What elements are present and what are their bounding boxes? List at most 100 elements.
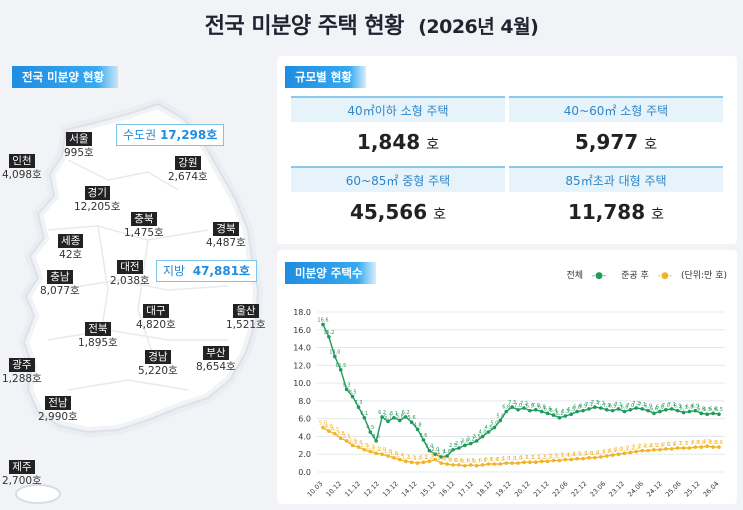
data-label: 1.8 — [443, 449, 451, 455]
data-label: 3.2 — [467, 437, 475, 443]
data-label: 2.1 — [620, 446, 628, 452]
data-point — [622, 451, 627, 456]
data-point — [474, 463, 479, 468]
x-tick-label: 21.12 — [532, 480, 551, 499]
y-tick-label: 0.0 — [298, 468, 311, 477]
data-point — [474, 439, 479, 443]
series-line-total — [322, 324, 720, 458]
map-badge: 전국 미분양 현황 — [12, 66, 119, 88]
data-label: 2.4 — [425, 444, 433, 450]
data-point — [652, 447, 656, 452]
data-label: 16.6 — [317, 317, 328, 323]
data-label: 1.3 — [550, 453, 558, 459]
data-point — [403, 415, 408, 419]
data-point — [362, 415, 367, 420]
data-point — [687, 446, 692, 450]
data-point — [403, 459, 408, 464]
data-point — [439, 461, 444, 465]
size-cell: 85㎡초과 대형 주택 11,788 호 — [509, 166, 723, 234]
data-label: 1.2 — [544, 454, 552, 460]
data-label: 7.3 — [591, 400, 599, 406]
city-chungbuk: 충북 1,475호 — [124, 212, 164, 239]
x-tick-label: 14.12 — [400, 480, 419, 499]
data-point — [480, 463, 485, 467]
size-panel: 규모별 현황 40㎡이하 소형 주택 1,848 호 40~60㎡ 소형 주택 5… — [277, 56, 737, 244]
data-label: 0.8 — [467, 458, 475, 464]
data-point — [687, 409, 692, 414]
y-tick-label: 6.0 — [298, 415, 311, 424]
data-point — [356, 405, 361, 409]
data-point — [522, 460, 526, 465]
data-label: 6.8 — [538, 405, 546, 411]
data-label: 1.5 — [573, 452, 581, 458]
data-label: 0.8 — [455, 458, 463, 464]
data-label: 6.5 — [567, 407, 575, 413]
city-daejeon: 대전 2,038호 — [110, 260, 150, 287]
data-point — [587, 455, 591, 460]
data-label: 5.8 — [496, 413, 504, 419]
data-label: 2.7 — [685, 441, 693, 447]
data-label: 1.6 — [390, 451, 398, 457]
data-label: 4.3 — [331, 427, 339, 433]
data-point — [711, 411, 715, 416]
size-cell: 40~60㎡ 소형 주택 5,977 호 — [509, 96, 723, 164]
data-label: 6.2 — [378, 410, 386, 416]
unsold-line-chart: 0.0 2.0 4.0 6.0 8.0 10.0 12.0 14.0 16.0 18.0 10.03… — [293, 308, 725, 499]
data-label: 2.7 — [674, 441, 682, 447]
legend-total: 전체 -●- — [566, 271, 607, 281]
data-point — [640, 448, 644, 453]
data-point — [533, 460, 538, 465]
data-label: 2.5 — [360, 443, 368, 449]
data-point — [652, 411, 656, 416]
data-point — [386, 419, 390, 424]
data-point — [616, 407, 621, 411]
city-sejong: 세종 42호 — [58, 234, 84, 261]
data-point — [658, 447, 662, 452]
data-label: 2.0 — [615, 447, 623, 453]
x-tick-label: 25.06 — [664, 480, 683, 499]
data-point — [463, 463, 467, 468]
data-label: 2.7 — [455, 441, 463, 447]
data-point — [380, 415, 384, 419]
data-label: 1.1 — [520, 455, 528, 461]
data-point — [539, 409, 544, 414]
data-label: 6.9 — [579, 404, 587, 410]
data-label: 6.9 — [674, 404, 682, 410]
data-point — [409, 460, 414, 465]
data-point — [587, 407, 591, 411]
x-tick-label: 17.12 — [456, 480, 475, 499]
data-label: 7.1 — [638, 402, 646, 408]
data-point — [492, 462, 497, 466]
data-point — [563, 457, 568, 462]
data-label: 0.9 — [496, 457, 504, 463]
data-label: 2.9 — [703, 439, 711, 445]
data-label: 7.0 — [626, 403, 634, 409]
data-point — [421, 438, 426, 442]
data-label: 2.5 — [656, 443, 664, 449]
data-point — [498, 462, 503, 466]
data-label: 6.1 — [555, 411, 563, 417]
data-point — [669, 407, 674, 411]
size-cell-label: 40㎡이하 소형 주택 — [291, 96, 505, 122]
data-label: 0.7 — [461, 459, 469, 465]
data-label: 1.5 — [579, 452, 587, 458]
data-label: 2.1 — [372, 446, 380, 452]
data-point — [392, 415, 396, 420]
data-point — [610, 408, 615, 413]
data-label: 7.0 — [603, 403, 611, 409]
data-label: 2.3 — [632, 445, 640, 451]
size-cell-label: 60~85㎡ 중형 주택 — [291, 166, 505, 192]
data-point — [717, 445, 721, 449]
data-label: 3.8 — [337, 431, 345, 437]
x-tick-label: 15.12 — [419, 480, 438, 499]
data-label: 7.0 — [532, 403, 540, 409]
data-point — [539, 459, 544, 464]
data-label: 6.8 — [502, 405, 510, 411]
data-label: 8.5 — [349, 389, 357, 395]
data-point — [675, 446, 680, 450]
data-point — [545, 411, 550, 416]
data-point — [581, 408, 585, 413]
data-point — [368, 449, 373, 454]
data-label: 1.8 — [384, 449, 392, 455]
data-point — [551, 458, 556, 463]
